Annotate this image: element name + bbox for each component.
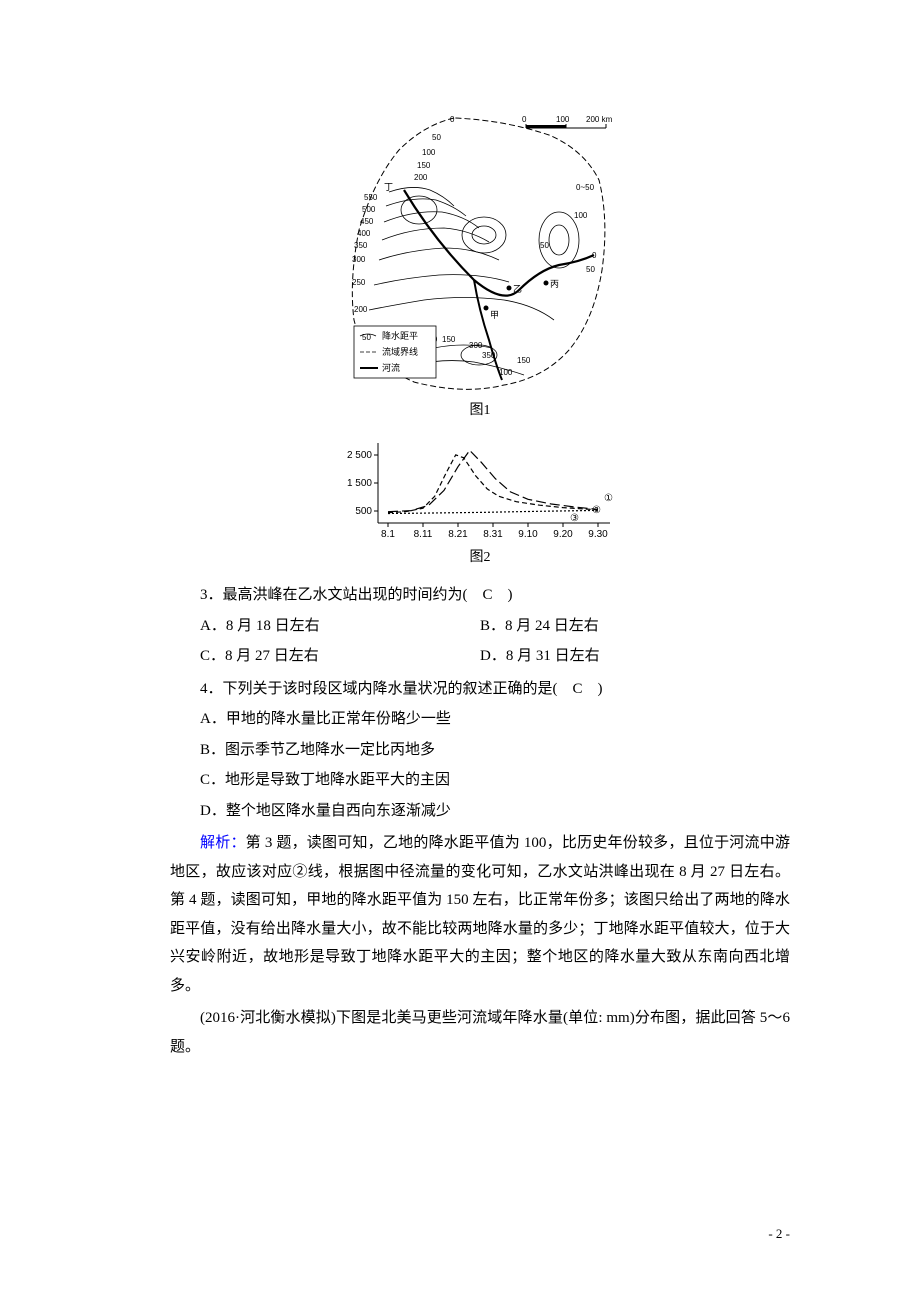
svg-text:500: 500 <box>355 506 372 517</box>
series-label-2: ② <box>592 505 601 516</box>
scale-200: 200 km <box>586 115 613 124</box>
svg-text:250: 250 <box>352 278 366 287</box>
svg-text:9.30: 9.30 <box>588 529 608 540</box>
q4-opt-c: C．地形是导致丁地降水距平大的主因 <box>170 766 790 795</box>
figure-2-chart: 500 1 500 2 500 8.1 8.11 8.21 8.31 9.10 … <box>330 433 630 543</box>
svg-text:1 500: 1 500 <box>347 478 372 489</box>
river <box>404 190 594 296</box>
q3-opt-b: B．8 月 24 日左右 <box>480 612 790 641</box>
svg-text:400: 400 <box>357 229 371 238</box>
label-ding: 丁 <box>384 182 393 192</box>
q3-options-row1: A．8 月 18 日左右 B．8 月 24 日左右 <box>170 612 790 641</box>
q3-options-row2: C．8 月 27 日左右 D．8 月 31 日左右 <box>170 642 790 671</box>
map-legend: 50 降水距平 流域界线 河流 <box>354 326 436 378</box>
svg-text:200: 200 <box>414 173 428 182</box>
svg-text:200: 200 <box>354 305 368 314</box>
label-bing: 丙 <box>550 279 559 289</box>
svg-text:9.10: 9.10 <box>518 529 538 540</box>
analysis-paragraph: 解析：第 3 题，读图可知，乙地的降水距平值为 100，比历史年份较多，且位于河… <box>170 829 790 1000</box>
next-question-intro: (2016·河北衡水模拟)下图是北美马更些河流域年降水量(单位: mm)分布图，… <box>170 1004 790 1061</box>
analysis-text: 第 3 题，读图可知，乙地的降水距平值为 100，比历史年份较多，且位于河流中游… <box>170 835 790 994</box>
svg-text:100: 100 <box>422 148 436 157</box>
analysis-label: 解析： <box>200 835 246 851</box>
svg-text:8.31: 8.31 <box>483 529 503 540</box>
q4-opt-b: B．图示季节乙地降水一定比丙地多 <box>170 736 790 765</box>
figure-2-caption: 图2 <box>470 545 491 572</box>
svg-text:150: 150 <box>417 161 431 170</box>
svg-text:河流: 河流 <box>382 362 400 373</box>
series-lines <box>388 450 598 513</box>
svg-text:300: 300 <box>352 255 366 264</box>
q3-stem: 3．最高洪峰在乙水文站出现的时间约为( C ) <box>170 581 790 610</box>
label-yi: 乙 <box>513 284 522 294</box>
page-number: - 2 - <box>768 1222 790 1247</box>
svg-text:0: 0 <box>592 251 597 260</box>
svg-text:150: 150 <box>442 335 456 344</box>
svg-text:降水距平: 降水距平 <box>382 330 418 341</box>
marker-bing <box>544 281 549 286</box>
svg-text:50: 50 <box>432 133 441 142</box>
svg-text:100: 100 <box>574 211 588 220</box>
q4-opt-d: D．整个地区降水量自西向东逐渐减少 <box>170 797 790 826</box>
scale-0: 0 <box>522 115 527 124</box>
scale-bar: 0 100 200 km <box>522 115 613 128</box>
svg-text:150: 150 <box>517 356 531 365</box>
figure-1-caption: 图1 <box>470 398 491 425</box>
svg-text:0: 0 <box>450 115 455 124</box>
svg-text:300: 300 <box>469 341 483 350</box>
svg-text:流域界线: 流域界线 <box>382 346 418 357</box>
series-label-3: ③ <box>570 513 579 524</box>
q3-opt-a: A．8 月 18 日左右 <box>170 612 480 641</box>
figure-1-block: 0 100 200 km <box>170 110 790 571</box>
svg-text:8.1: 8.1 <box>381 529 395 540</box>
marker-yi <box>507 286 512 291</box>
svg-text:50: 50 <box>586 265 595 274</box>
series-label-1: ① <box>604 493 613 504</box>
label-jia: 甲 <box>490 310 499 320</box>
q4-opt-a: A．甲地的降水量比正常年份略少一些 <box>170 705 790 734</box>
svg-text:450: 450 <box>360 217 374 226</box>
y-axis: 500 1 500 2 500 <box>347 450 378 517</box>
figure-1-map: 0 100 200 km <box>324 110 636 396</box>
marker-jia <box>484 306 489 311</box>
svg-text:50: 50 <box>362 333 371 342</box>
svg-text:2 500: 2 500 <box>347 450 372 461</box>
svg-text:50: 50 <box>540 241 549 250</box>
svg-text:8.21: 8.21 <box>448 529 468 540</box>
svg-text:350: 350 <box>482 351 496 360</box>
svg-text:100: 100 <box>499 368 513 377</box>
svg-text:350: 350 <box>354 241 368 250</box>
svg-text:0~50: 0~50 <box>576 183 595 192</box>
svg-text:9.20: 9.20 <box>553 529 573 540</box>
q4-stem: 4．下列关于该时段区域内降水量状况的叙述正确的是( C ) <box>170 675 790 704</box>
q3-opt-c: C．8 月 27 日左右 <box>170 642 480 671</box>
svg-text:550: 550 <box>364 193 378 202</box>
q3-opt-d: D．8 月 31 日左右 <box>480 642 790 671</box>
svg-text:8.11: 8.11 <box>414 529 433 540</box>
scale-100: 100 <box>556 115 570 124</box>
x-axis: 8.1 8.11 8.21 8.31 9.10 9.20 9.30 <box>381 523 608 540</box>
svg-text:500: 500 <box>362 205 376 214</box>
